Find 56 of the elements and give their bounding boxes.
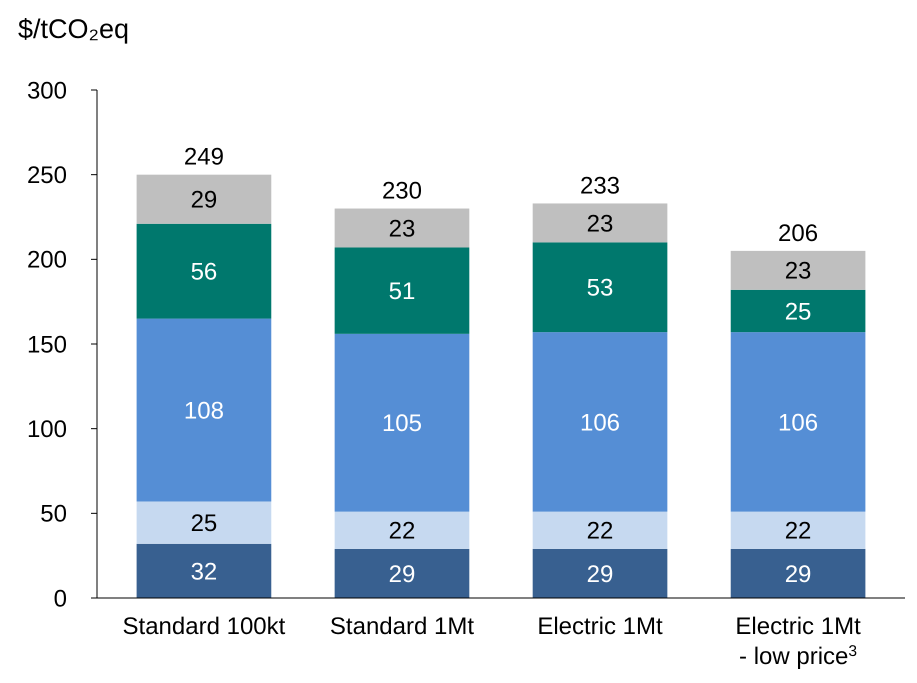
data-label: 23 [586,210,614,238]
data-label: 23 [388,215,416,242]
y-tick-label: 50 [40,500,67,528]
x-tick-label: Standard 1Mt [330,613,474,640]
data-label: 29 [586,560,614,588]
bar [532,332,668,512]
y-tick-label: 300 [26,77,67,104]
data-label: 53 [586,274,614,302]
bar [136,318,272,502]
bar [532,242,668,332]
bar [334,548,470,598]
bar [136,174,272,224]
data-label: 22 [586,518,614,545]
data-label: 22 [388,518,416,545]
bar [334,247,470,334]
data-label: 105 [382,410,422,438]
bar [532,548,668,598]
bar [730,290,866,332]
data-label: 29 [190,186,218,214]
total-label: 249 [184,144,224,171]
total-label: 230 [382,178,422,205]
x-tick-label: Electric 1Mt [537,613,664,640]
bar [730,548,866,598]
data-label: 56 [190,258,218,286]
total-label: 206 [778,220,818,247]
bar [334,512,470,549]
total-label: 233 [580,172,620,200]
bar [136,544,272,598]
data-label: 25 [190,510,218,538]
y-tick-label: 150 [26,331,67,358]
data-label: 106 [778,409,818,436]
bar [532,512,668,549]
bar [532,203,668,242]
bar [334,208,470,248]
y-tick-label: 250 [26,162,67,190]
y-tick-label: 100 [26,416,67,444]
data-label: 25 [784,298,812,326]
data-label: 29 [784,560,812,588]
y-axis-title: $/tCO₂eq [18,14,130,44]
data-label: 32 [190,558,218,586]
data-label: 29 [388,560,416,588]
bar [730,512,866,549]
data-label: 23 [784,258,812,285]
data-label: 22 [784,518,812,545]
bar [730,332,866,512]
data-label: 108 [184,397,224,424]
x-tick-label: Standard 100kt [122,613,286,640]
bar [136,224,272,319]
y-tick-label: 0 [54,585,67,612]
bar [730,250,866,290]
y-tick-label: 200 [26,246,67,274]
bar [136,501,272,544]
bar [334,334,470,512]
x-tick-label: Electric 1Mt - low price$^{3}$ [735,613,862,670]
data-label: 106 [580,409,620,436]
data-label: 51 [388,278,416,306]
